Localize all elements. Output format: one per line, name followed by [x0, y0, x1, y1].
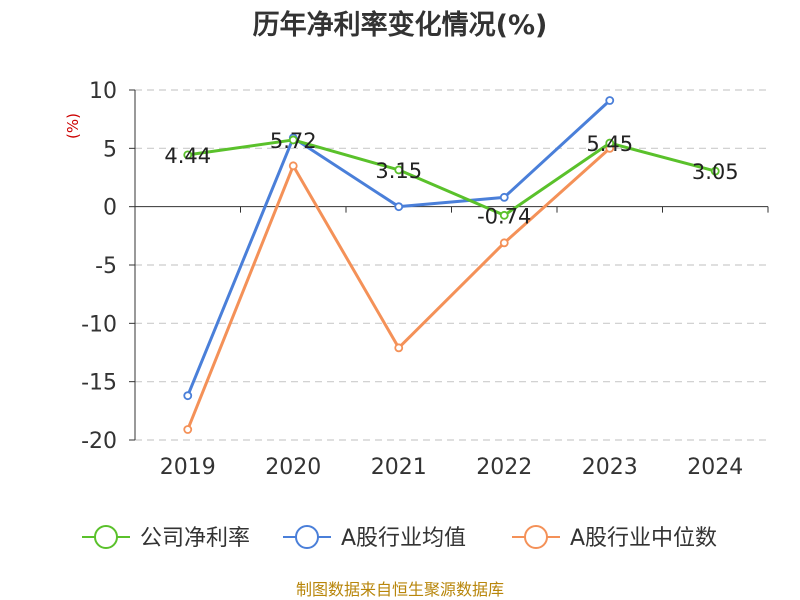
data-point [288, 135, 298, 145]
legend: 公司净利率 A股行业均值 A股行业中位数 [82, 525, 717, 551]
y-tick-label: 5 [103, 137, 117, 162]
x-tick-label: 2022 [476, 455, 532, 480]
data-point [499, 210, 509, 220]
data-point [710, 166, 720, 176]
y-tick-label: 10 [89, 79, 117, 104]
data-label: -0.74 [477, 204, 531, 228]
data-point [183, 150, 193, 160]
data-point [183, 425, 193, 434]
legend-label: A股行业均值 [341, 526, 466, 551]
x-tick-label: 2024 [687, 455, 743, 480]
data-point [394, 165, 404, 175]
data-label: 4.44 [164, 144, 211, 168]
data-point [183, 391, 193, 401]
y-tick-label: -20 [81, 429, 117, 454]
data-point [394, 202, 404, 212]
x-tick-label: 2021 [371, 455, 427, 480]
legend-label: 公司净利率 [140, 526, 250, 551]
y-tick-label: -5 [95, 254, 117, 279]
data-point [394, 343, 404, 353]
source-note: 制图数据来自恒生聚源数据库 [296, 580, 504, 599]
chart-title: 历年净利率变化情况(%) [253, 9, 548, 41]
data-label: 3.15 [375, 159, 422, 183]
data-labels: 4.44 5.72 3.15 -0.74 5.45 3.05 [164, 129, 738, 228]
y-tick-label: 0 [103, 196, 117, 221]
series-line [186, 147, 611, 431]
y-axis-label: (%) [64, 113, 82, 139]
legend-label: A股行业中位数 [570, 526, 717, 551]
x-tick-label: 2023 [582, 455, 638, 480]
data-point [605, 138, 615, 148]
data-label: 5.45 [586, 132, 633, 156]
y-tick-label: -15 [81, 371, 117, 396]
data-point [499, 238, 509, 248]
data-point [605, 96, 615, 105]
y-tick-label: -10 [81, 312, 117, 337]
legend-swatch-marker [295, 525, 319, 549]
grid-lines [135, 89, 768, 441]
data-point [499, 192, 509, 202]
data-label: 5.72 [270, 129, 317, 153]
data-point [288, 161, 298, 171]
x-tick-label: 2019 [160, 455, 216, 480]
axes: 10 5 0 -5 -10 -15 -20 2019 2020 2021 2022 2023 2024 [81, 79, 769, 480]
x-tick-label: 2020 [265, 455, 321, 480]
legend-swatch-marker [94, 525, 118, 549]
series-line [187, 138, 716, 217]
legend-swatch-marker [524, 525, 548, 549]
series-layer [183, 96, 720, 434]
data-label: 3.05 [692, 160, 739, 184]
